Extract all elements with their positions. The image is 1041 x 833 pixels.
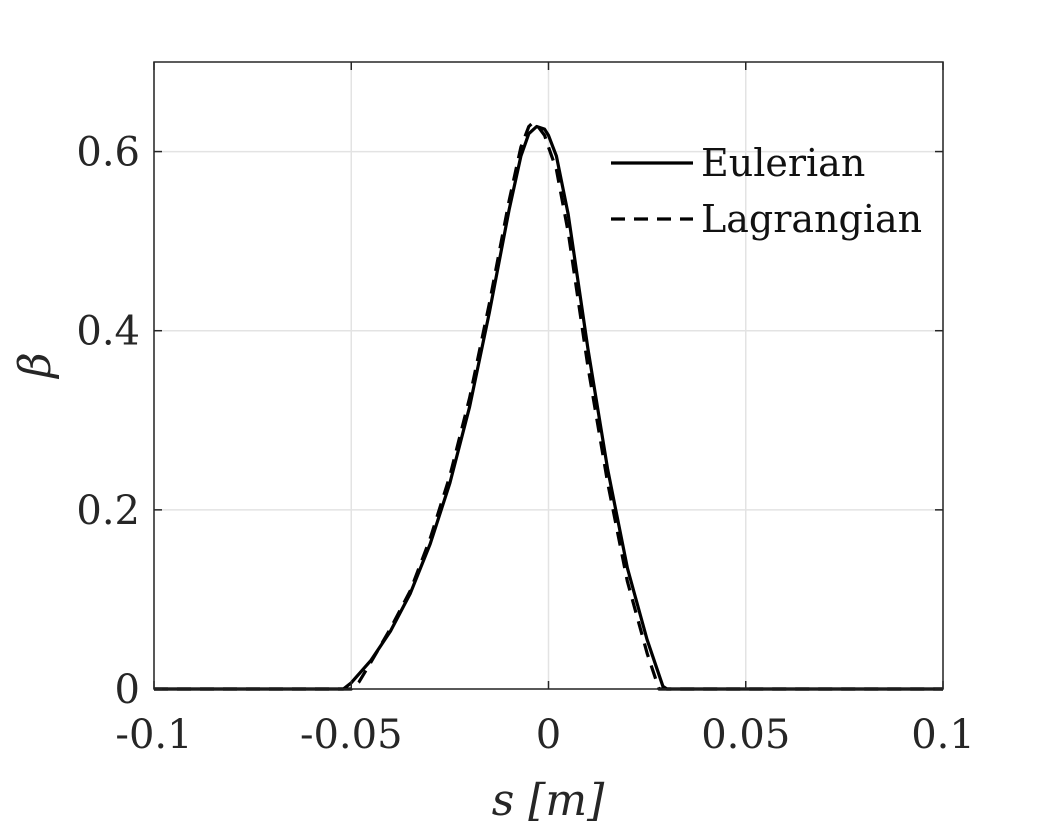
y-tick-label: 0.4	[76, 309, 140, 355]
y-tick-labels: 0 0.2 0.4 0.6	[76, 130, 140, 713]
x-tick-label: -0.05	[300, 712, 403, 758]
x-tick-label: -0.1	[115, 712, 192, 758]
x-tick-label: 0	[536, 712, 561, 758]
x-axis-label: s [m]	[492, 775, 605, 826]
y-axis-label: β	[10, 352, 61, 379]
plot-lines	[154, 121, 943, 691]
x-tick-label: 0.1	[911, 712, 975, 758]
legend-label-eulerian: Eulerian	[701, 141, 865, 185]
series-line-lagrangian	[154, 121, 943, 691]
x-tick-labels: -0.1 -0.05 0 0.05 0.1	[115, 712, 974, 758]
y-tick-label: 0.6	[76, 130, 140, 176]
x-tick-label: 0.05	[701, 712, 790, 758]
axis-ticks	[153, 62, 944, 690]
y-tick-label: 0	[115, 667, 140, 713]
series-line-eulerian	[154, 124, 943, 691]
y-tick-label: 0.2	[76, 488, 140, 534]
legend-label-lagrangian: Lagrangian	[701, 197, 922, 241]
legend: Eulerian Lagrangian	[611, 141, 922, 241]
